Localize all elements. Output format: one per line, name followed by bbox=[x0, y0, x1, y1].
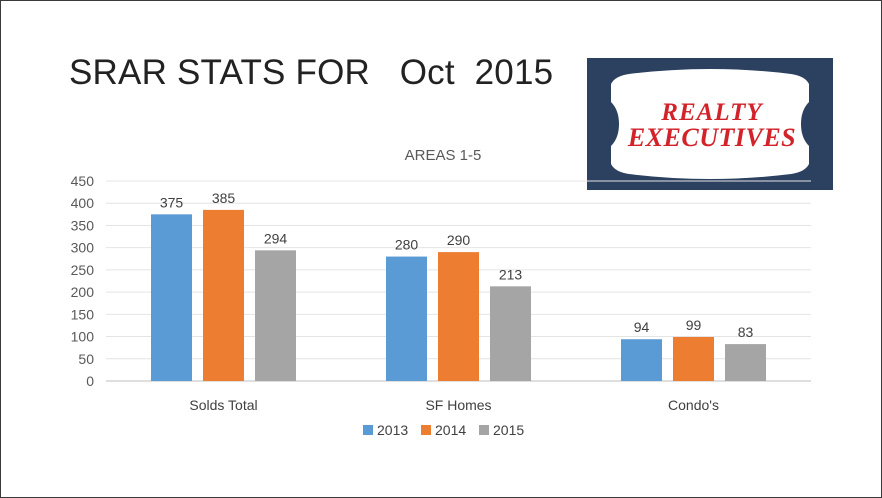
legend-swatch bbox=[479, 425, 489, 435]
category-label: Condo's bbox=[668, 397, 719, 413]
y-tick-label: 450 bbox=[71, 173, 95, 189]
legend-label: 2013 bbox=[377, 422, 408, 438]
logo-shield-shape bbox=[611, 69, 809, 179]
logo-text-line2: EXECUTIVES bbox=[627, 123, 796, 152]
data-label: 213 bbox=[499, 266, 523, 282]
logo-graphic: REALTY EXECUTIVES bbox=[611, 69, 809, 179]
y-tick-label: 350 bbox=[71, 217, 95, 233]
data-label: 294 bbox=[264, 230, 288, 246]
y-tick-label: 250 bbox=[71, 262, 95, 278]
category-label: Solds Total bbox=[189, 397, 257, 413]
slide-title: SRAR STATS FOR Oct 2015 bbox=[69, 53, 554, 92]
data-label: 280 bbox=[395, 237, 419, 253]
y-tick-label: 0 bbox=[86, 373, 94, 389]
legend-swatch bbox=[363, 425, 373, 435]
bar-2014 bbox=[203, 209, 244, 381]
bar-2014 bbox=[673, 337, 714, 381]
bar-2015 bbox=[725, 344, 766, 381]
logo-text-line1: REALTY bbox=[660, 99, 764, 126]
data-label: 83 bbox=[738, 324, 754, 340]
bar-2015 bbox=[490, 286, 531, 381]
bar-2013 bbox=[621, 339, 662, 381]
bar-2013 bbox=[386, 256, 427, 381]
chart-bars: 375 385 294 280 290 213 94 99 83 bbox=[151, 190, 766, 381]
chart-legend: 2013 2014 2015 bbox=[363, 422, 524, 438]
legend-label: 2015 bbox=[493, 422, 524, 438]
legend-label: 2014 bbox=[435, 422, 466, 438]
chart-title: AREAS 1-5 bbox=[405, 147, 482, 164]
data-label: 94 bbox=[634, 319, 650, 335]
bar-2015 bbox=[255, 250, 296, 381]
y-tick-label: 200 bbox=[71, 284, 95, 300]
realty-executives-logo: REALTY EXECUTIVES bbox=[587, 58, 833, 190]
data-label: 375 bbox=[160, 194, 184, 210]
data-label: 99 bbox=[686, 317, 702, 333]
y-tick-label: 400 bbox=[71, 195, 95, 211]
legend-swatch bbox=[421, 425, 431, 435]
y-tick-label: 300 bbox=[71, 240, 95, 256]
y-tick-label: 100 bbox=[71, 329, 95, 345]
data-label: 290 bbox=[447, 232, 471, 248]
category-label: SF Homes bbox=[425, 397, 491, 413]
bar-2014 bbox=[438, 252, 479, 381]
y-tick-label: 150 bbox=[71, 306, 95, 322]
y-axis-tick-labels: 0 50 100 150 200 250 300 350 400 450 bbox=[71, 173, 95, 389]
bar-2013 bbox=[151, 214, 192, 381]
x-axis-category-labels: Solds Total SF Homes Condo's bbox=[189, 397, 719, 413]
data-label: 385 bbox=[212, 190, 236, 206]
y-tick-label: 50 bbox=[78, 351, 94, 367]
